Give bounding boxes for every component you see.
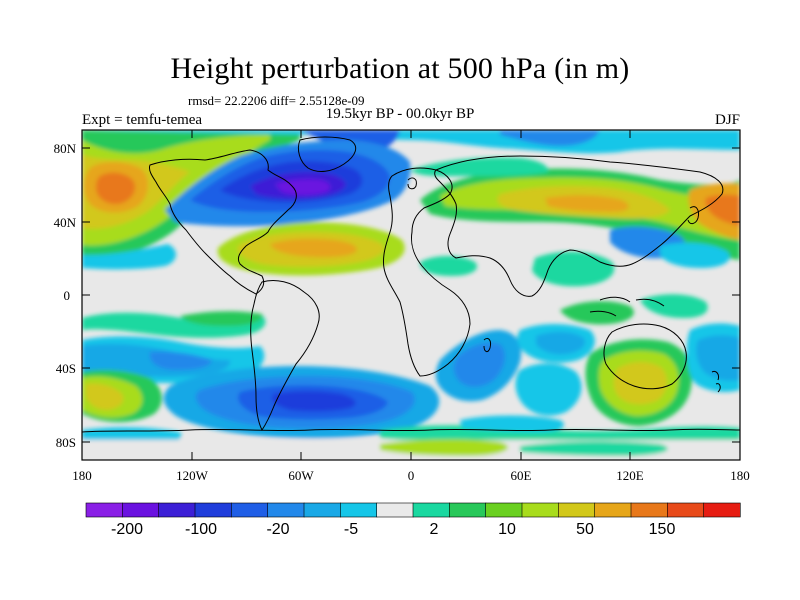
- lon-tick-label: 0: [408, 468, 415, 483]
- lat-tick-label: 40N: [54, 215, 77, 230]
- longitude-axis: 180 120W 60W 0 60E 120E 180: [72, 130, 750, 483]
- lat-tick-label: 80N: [54, 141, 77, 156]
- colorbar-label: 10: [498, 521, 516, 538]
- experiment-label: Expt = temfu-temea: [82, 112, 203, 128]
- colorbar-swatch: [703, 502, 741, 518]
- colorbar-swatch: [521, 502, 559, 518]
- colorbar-swatch: [594, 502, 632, 518]
- lon-tick-label: 120W: [176, 468, 209, 483]
- colorbar-swatch: [485, 502, 523, 518]
- lon-tick-label: 180: [72, 468, 92, 483]
- latitude-axis: 80N 40N 0 40S 80S: [54, 141, 740, 450]
- colorbar-swatch: [376, 502, 414, 518]
- colorbar-labels: -200 -100 -20 -5 2 10 50 150: [111, 521, 675, 538]
- colorbar: [85, 502, 741, 518]
- colorbar-swatch: [158, 502, 196, 518]
- colorbar-label: 2: [430, 521, 439, 538]
- coastlines: [82, 136, 740, 433]
- colorbar-swatch: [449, 502, 487, 518]
- colorbar-swatch: [231, 502, 269, 518]
- colorbar-label: -100: [185, 521, 217, 538]
- chart-title: Height perturbation at 500 hPa (in m): [170, 52, 630, 85]
- colorbar-label: -200: [111, 521, 143, 538]
- colorbar-swatch: [85, 502, 123, 518]
- colorbar-swatch: [303, 502, 341, 518]
- colorbar-swatch: [194, 502, 232, 518]
- colorbar-label: 150: [649, 521, 676, 538]
- lon-tick-label: 180: [730, 468, 750, 483]
- colorbar-swatch: [667, 502, 705, 518]
- colorbar-swatch: [122, 502, 160, 518]
- height-contours: [82, 130, 740, 460]
- colorbar-swatch: [558, 502, 596, 518]
- colorbar-label: -20: [266, 521, 289, 538]
- colorbar-swatch: [340, 502, 378, 518]
- colorbar-label: -5: [344, 521, 358, 538]
- colorbar-label: 50: [576, 521, 594, 538]
- lon-tick-label: 60W: [288, 468, 314, 483]
- lat-tick-label: 40S: [56, 361, 76, 376]
- colorbar-swatch: [630, 502, 668, 518]
- colorbar-swatch: [412, 502, 450, 518]
- period-label: 19.5kyr BP - 00.0kyr BP: [325, 106, 475, 122]
- lat-tick-label: 80S: [56, 435, 76, 450]
- season-label: DJF: [714, 112, 740, 128]
- lat-tick-label: 0: [64, 288, 71, 303]
- rmsd-diff-stats: rmsd= 22.2206 diff= 2.55128e-09: [188, 93, 365, 108]
- colorbar-swatch: [267, 502, 305, 518]
- lon-tick-label: 120E: [616, 468, 644, 483]
- lon-tick-label: 60E: [511, 468, 532, 483]
